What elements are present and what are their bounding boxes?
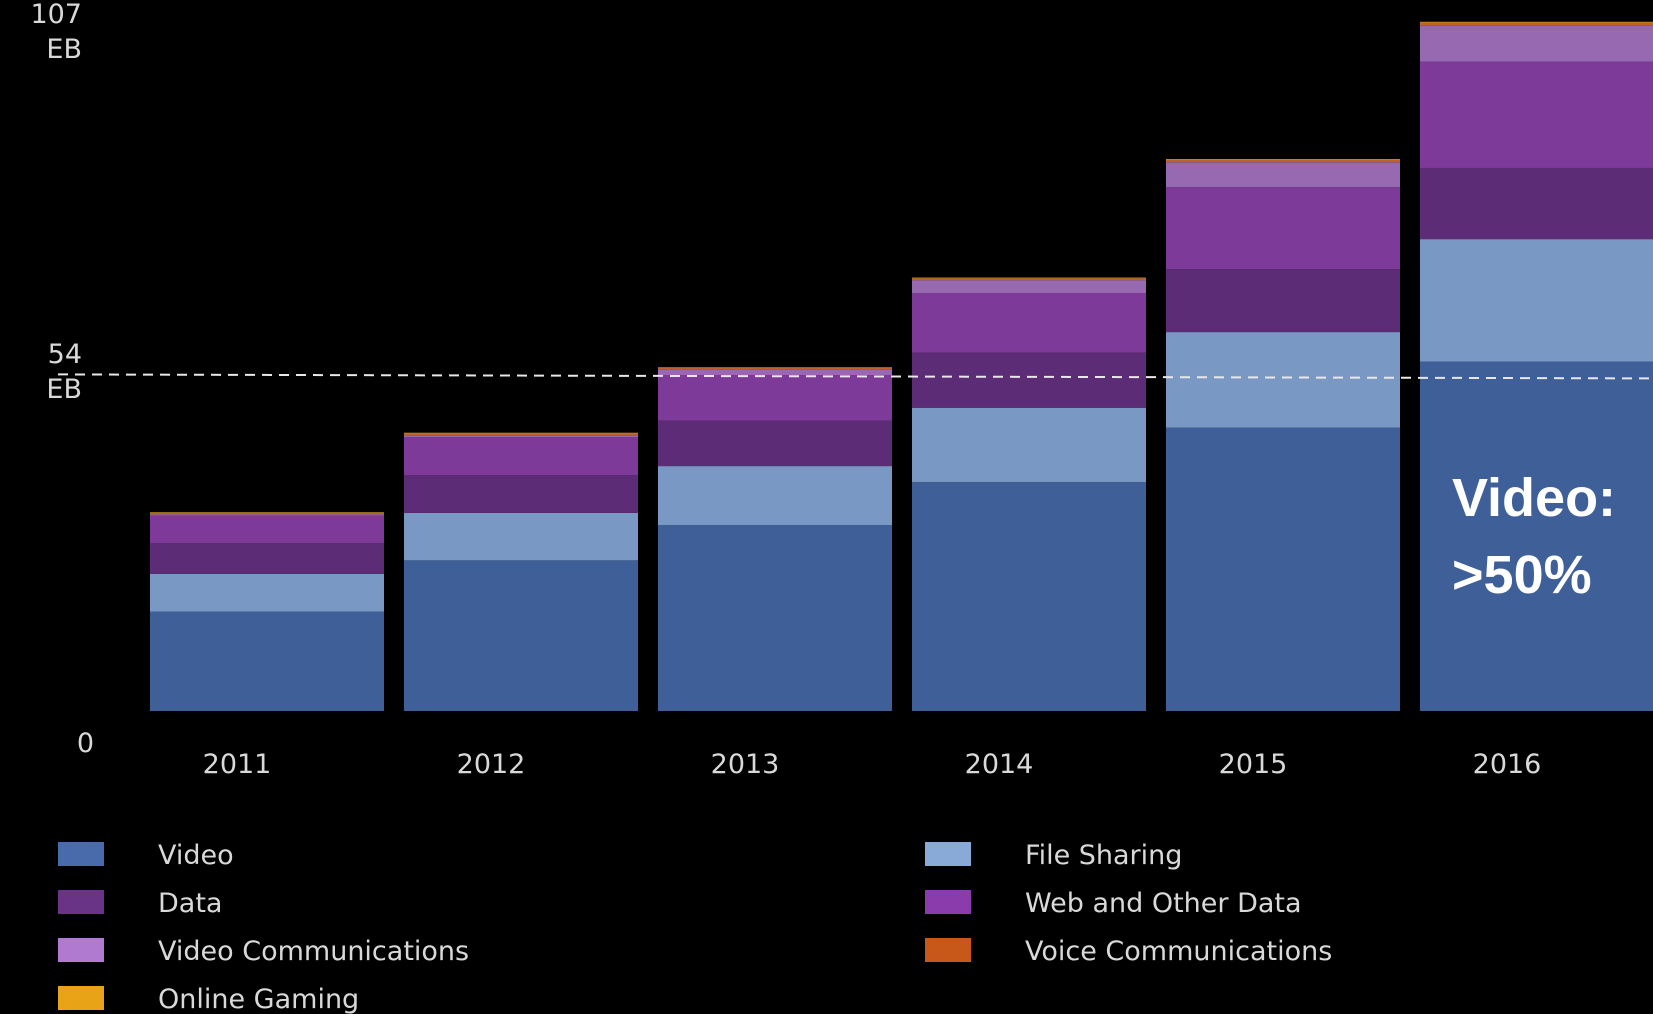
bar-segment-2016-data [1420, 167, 1653, 240]
legend: Video File Sharing Data Web and Other Data V… [58, 840, 1332, 1014]
bar-segment-2012-data [404, 475, 638, 513]
legend-swatch-data [58, 890, 104, 914]
bar-segment-2013-online-gaming [658, 367, 892, 368]
bar-segment-2014-online-gaming [912, 277, 1146, 279]
legend-label-voice-communications: Voice Communications [1025, 936, 1332, 967]
legend-swatch-video-communications [58, 938, 104, 962]
bar-segment-2012-online-gaming [404, 432, 638, 434]
legend-swatch-web-and-other-data [925, 890, 971, 914]
y-tick-unit-label: EB [46, 374, 82, 405]
bar-segment-2011-video-communications [150, 514, 384, 516]
legend-swatch-video [58, 842, 104, 866]
x-tick-label: 2012 [457, 749, 526, 780]
x-tick-label: 2016 [1473, 749, 1542, 780]
annotation-line-2: >50% [1452, 545, 1592, 605]
bar-segment-2015-web-and-other-data [1166, 187, 1400, 270]
x-tick-label: 2014 [965, 749, 1034, 780]
bar-segment-2014-data [912, 352, 1146, 408]
y-tick-label: 0 [77, 728, 94, 759]
bar-segment-2013-video [658, 525, 892, 711]
bar-segment-2012-voice-communications [404, 433, 638, 436]
y-tick-unit-label: EB [46, 34, 82, 65]
bar-segment-2014-file-sharing [912, 407, 1146, 483]
bar-segment-2016-online-gaming [1420, 21, 1653, 23]
x-tick-label: 2011 [203, 749, 272, 780]
bar-segment-2011-online-gaming [150, 512, 384, 513]
legend-label-web-and-other-data: Web and Other Data [1025, 888, 1302, 919]
bar-segment-2015-file-sharing [1166, 332, 1400, 428]
x-tick-label: 2013 [711, 749, 780, 780]
bar-segment-2011-voice-communications [150, 512, 384, 515]
bar-segment-2014-web-and-other-data [912, 292, 1146, 353]
reference-line-layer [57, 373, 1653, 380]
bar-segment-2016-video [1420, 361, 1653, 711]
bar-segment-2012-video-communications [404, 435, 638, 438]
x-tick-label: 2015 [1219, 749, 1288, 780]
y-tick-label: 54 [48, 339, 82, 370]
reference-dashed-line [57, 373, 1653, 380]
annotation-line-1: Video: [1452, 468, 1616, 528]
legend-label-video-communications: Video Communications [158, 936, 469, 967]
bar-segment-2015-data [1166, 269, 1400, 333]
legend-label-file-sharing: File Sharing [1025, 840, 1182, 871]
bar-segment-2016-web-and-other-data [1420, 61, 1653, 168]
legend-swatch-file-sharing [925, 842, 971, 866]
legend-swatch-online-gaming [58, 986, 104, 1010]
bar-segment-2014-video [912, 482, 1146, 711]
bar-segment-2011-video [150, 611, 384, 711]
legend-label-data: Data [158, 888, 222, 919]
bar-segment-2013-video-communications [658, 369, 892, 376]
bar-segment-2015-voice-communications [1166, 159, 1400, 163]
legend-label-video: Video [158, 840, 234, 871]
bar-segment-2011-file-sharing [150, 573, 384, 612]
bar-segment-2013-file-sharing [658, 466, 892, 526]
bar-segment-2014-video-communications [912, 280, 1146, 293]
legend-swatch-voice-communications [925, 938, 971, 962]
bar-segment-2015-video [1166, 427, 1400, 711]
bar-segment-2011-web-and-other-data [150, 515, 384, 544]
bar-segment-2015-online-gaming [1166, 158, 1400, 160]
x-axis-ticks: 2011 2012 2013 2014 2015 2016 [203, 749, 1542, 780]
y-axis-ticks: 107 EB 54 EB 0 [30, 0, 94, 759]
bar-segment-2014-voice-communications [912, 278, 1146, 281]
bar-segment-2012-file-sharing [404, 512, 638, 561]
bars-layer [150, 21, 1653, 711]
bar-segment-2012-video [404, 560, 638, 711]
bar-segment-2016-video-communications [1420, 25, 1653, 62]
bar-segment-2013-web-and-other-data [658, 375, 892, 421]
bar-segment-2015-video-communications [1166, 162, 1400, 188]
bar-segment-2016-file-sharing [1420, 239, 1653, 362]
annotation: Video: >50% [1452, 468, 1616, 605]
bar-segment-2012-web-and-other-data [404, 437, 638, 476]
bar-segment-2011-data [150, 543, 384, 574]
bar-segment-2016-voice-communications [1420, 22, 1653, 26]
y-tick-label: 107 [30, 0, 82, 30]
legend-label-online-gaming: Online Gaming [158, 984, 359, 1014]
bar-segment-2013-voice-communications [658, 368, 892, 370]
bar-segment-2013-data [658, 420, 892, 467]
